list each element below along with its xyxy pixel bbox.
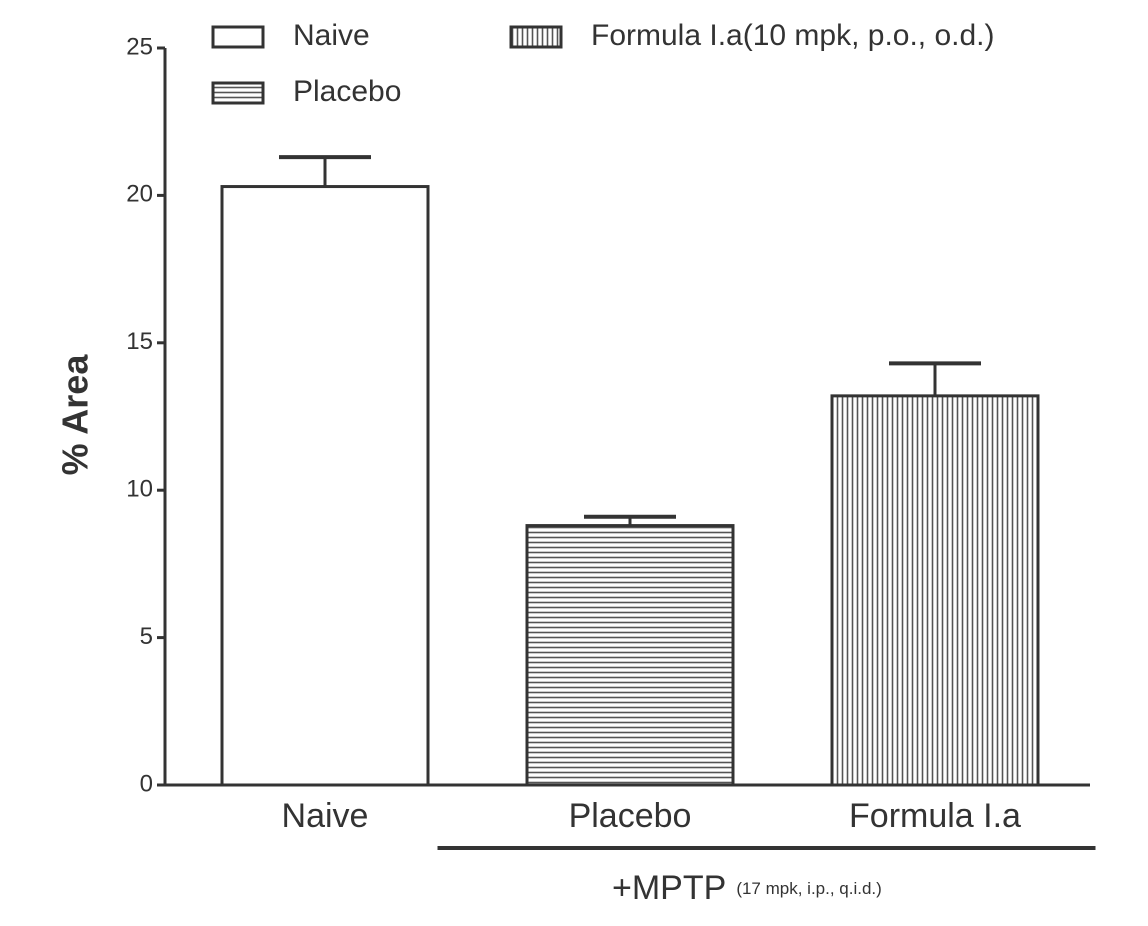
bar <box>832 396 1038 785</box>
bar <box>222 187 428 785</box>
legend-swatch <box>213 27 263 47</box>
legend-label: Placebo <box>293 75 401 108</box>
legend-label: Formula I.a(10 mpk, p.o., o.d.) <box>591 19 995 52</box>
y-tick-label: 0 <box>140 770 153 797</box>
x-tick-label: Formula I.a <box>849 797 1021 835</box>
annotation: +MPTP (17 mpk, i.p., q.i.d.) <box>612 869 882 907</box>
legend-swatch <box>511 27 561 47</box>
y-tick-label: 5 <box>140 623 153 650</box>
y-tick-label: 25 <box>126 33 153 60</box>
y-tick-label: 20 <box>126 181 153 208</box>
x-tick-label: Naive <box>282 797 369 835</box>
annotation-main: +MPTP <box>612 869 726 907</box>
y-axis-label: % Area <box>55 354 96 476</box>
legend-swatch <box>213 83 263 103</box>
y-tick-label: 15 <box>126 328 153 355</box>
y-tick-label: 10 <box>126 476 153 503</box>
annotation-note: (17 mpk, i.p., q.i.d.) <box>736 879 882 898</box>
legend-label: Naive <box>293 19 370 52</box>
x-tick-label: Placebo <box>569 797 692 835</box>
bar <box>527 526 733 785</box>
